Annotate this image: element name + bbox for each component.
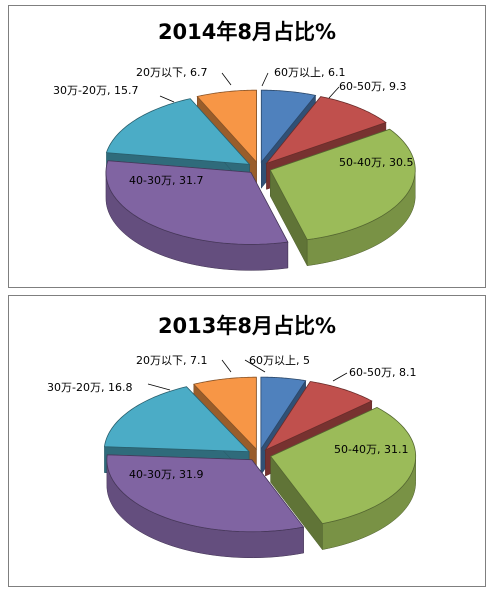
data-label: 30万-20万, 16.8: [47, 381, 132, 394]
pie-chart-2013: 60万以上, 5 60-50万, 8.1 50-40万, 31.1 40-30万, 3…: [47, 354, 417, 559]
pie-labels: 60万以上, 6.160-50万, 9.3 50-40万, 30.5 40-30万,…: [53, 66, 413, 187]
data-label: 60万以上, 5: [249, 354, 310, 367]
leader-line: [244, 359, 266, 373]
data-label: 40-30万, 31.9: [129, 468, 203, 481]
leader-line: [159, 95, 175, 103]
data-label: 60-50万, 9.3: [339, 80, 406, 93]
chart-panel-2013: 2013年8月占比% 60万以上, 5 60-50万, 8.1 50-40万, 31…: [8, 295, 486, 587]
pie-slice-3: [106, 454, 305, 559]
data-label: 30万-20万, 15.7: [53, 84, 138, 97]
pie-slice-2: [270, 406, 417, 551]
leader-line: [261, 72, 269, 87]
pie-slices: [103, 376, 417, 559]
leader-line: [147, 383, 171, 391]
data-label: 40-30万, 31.7: [129, 174, 203, 187]
leader-line: [221, 359, 232, 373]
pie-labels: 60万以上, 5 60-50万, 8.1 50-40万, 31.1 40-30万, 3…: [47, 354, 416, 481]
leader-line: [332, 372, 348, 382]
chart-title-2013: 2013年8月占比%: [157, 314, 337, 338]
data-label: 20万以下, 7.1: [136, 354, 207, 367]
data-label: 60万以上, 6.1: [274, 66, 345, 79]
pie-slice-2: [269, 128, 416, 266]
data-label: 20万以下, 6.7: [136, 66, 207, 79]
data-label: 60-50万, 8.1: [349, 366, 416, 379]
leader-line: [221, 72, 232, 86]
leader-line: [328, 86, 340, 99]
chart-title-2014: 2014年8月占比%: [157, 20, 337, 44]
pie-slices: [105, 89, 416, 271]
chart-panel-2014: 2014年8月占比% 60万以上, 6.1 60-50万, 9.3 50-40万, …: [8, 5, 486, 288]
data-label: 50-40万, 31.1: [334, 443, 408, 456]
pie-slice-3: [105, 160, 289, 271]
data-label: 50-40万, 30.5: [339, 156, 413, 169]
pie-chart-2014: 60万以上, 6.160-50万, 9.3 50-40万, 30.5 40-30万,…: [53, 66, 416, 271]
